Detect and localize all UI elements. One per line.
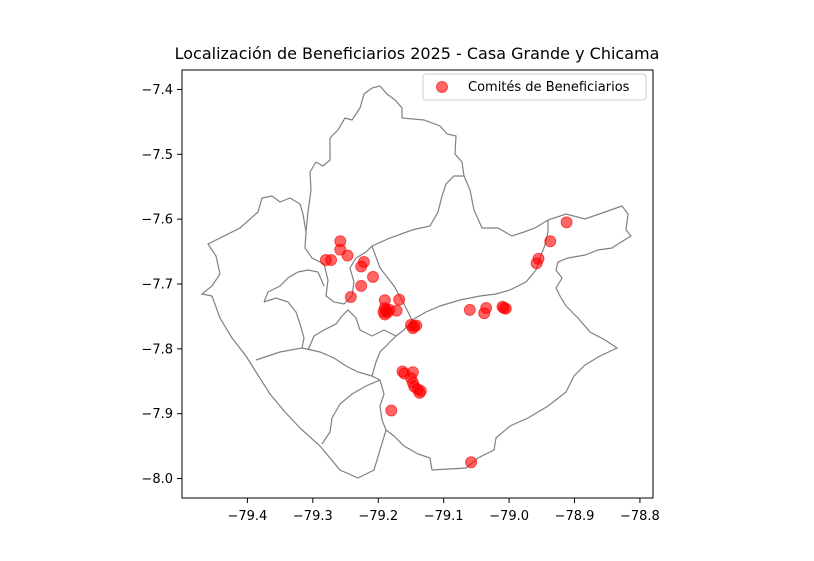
legend-box xyxy=(422,73,647,101)
beneficiary-point xyxy=(357,256,370,268)
beneficiary-point xyxy=(367,270,379,283)
beneficiary-point xyxy=(344,291,357,303)
beneficiary-point xyxy=(463,303,476,316)
beneficiary-point xyxy=(393,293,406,306)
beneficiary-point xyxy=(465,456,478,469)
beneficiary-point xyxy=(341,249,354,262)
x-axis: −79.4 −79.3 −79.2 −79.1 −79.0 −78.9 −78.8 xyxy=(227,498,660,524)
beneficiary-point xyxy=(480,302,493,314)
beneficiary-points xyxy=(319,216,573,469)
legend-marker xyxy=(436,81,448,93)
beneficiary-point xyxy=(544,235,557,248)
district-boundary xyxy=(321,379,381,445)
y-tick-label: −7.5 xyxy=(141,148,173,163)
beneficiary-point xyxy=(414,385,427,397)
x-tick-label: −79.1 xyxy=(424,509,464,524)
beneficiary-point xyxy=(560,216,573,229)
y-tick-label: −7.6 xyxy=(141,213,173,228)
y-tick-label: −7.8 xyxy=(141,342,173,357)
y-axis: −7.4 −7.5 −7.6 −7.7 −7.8 −7.9 −8.0 xyxy=(141,83,182,487)
beneficiary-point xyxy=(499,302,512,315)
y-tick-label: −7.9 xyxy=(141,407,173,422)
beneficiary-point xyxy=(530,257,543,270)
beneficiary-point xyxy=(355,279,368,292)
beneficiary-point xyxy=(385,404,398,417)
x-tick-label: −79.0 xyxy=(489,509,529,524)
beneficiary-point xyxy=(325,254,338,266)
district-boundary xyxy=(371,319,413,381)
district-boundary xyxy=(301,347,373,377)
district-boundary xyxy=(307,309,397,351)
beneficiary-point xyxy=(381,306,394,319)
x-tick-label: −78.9 xyxy=(555,509,595,524)
region-outline xyxy=(200,85,632,479)
legend-label: Comités de Beneficiarios xyxy=(468,80,630,95)
x-tick-label: −78.8 xyxy=(620,509,660,524)
y-tick-label: −7.7 xyxy=(141,278,173,293)
x-tick-label: −79.2 xyxy=(358,509,398,524)
district-boundary xyxy=(379,379,387,431)
chart-title: Localización de Beneficiarios 2025 - Cas… xyxy=(175,44,660,63)
y-tick-label: −8.0 xyxy=(141,472,173,487)
x-tick-label: −79.4 xyxy=(227,509,267,524)
district-boundary xyxy=(263,269,325,303)
y-tick-label: −7.4 xyxy=(141,83,173,98)
x-tick-label: −79.3 xyxy=(293,509,333,524)
beneficiary-point xyxy=(410,319,423,332)
district-boundary xyxy=(304,175,464,305)
district-boundary xyxy=(255,297,305,361)
legend: Comités de Beneficiarios xyxy=(422,73,647,101)
